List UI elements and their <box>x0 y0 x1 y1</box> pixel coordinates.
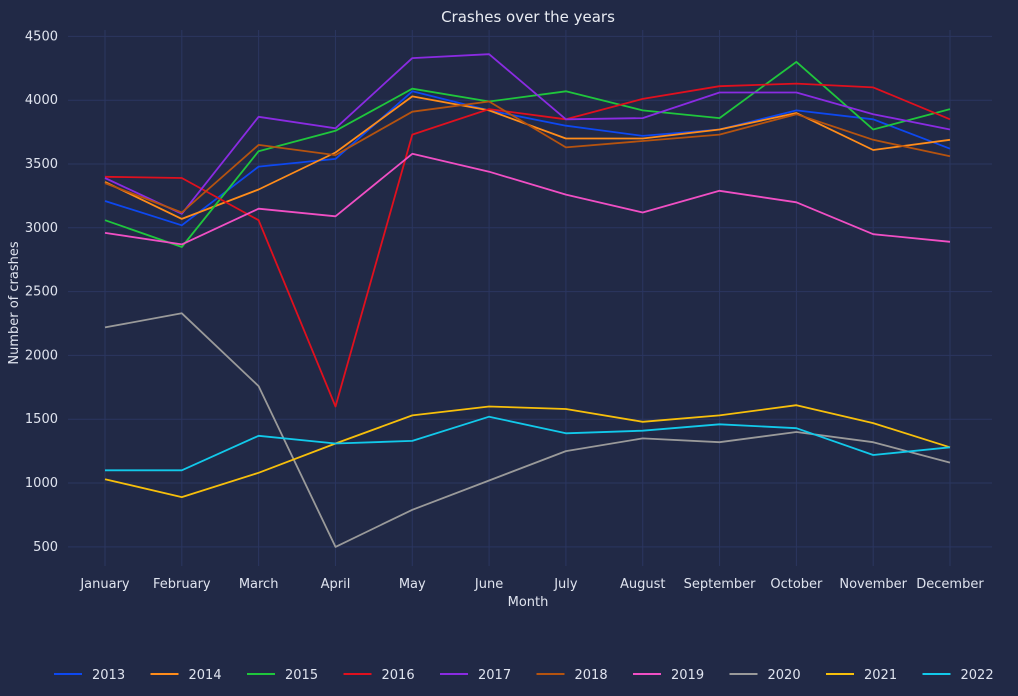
y-tick-label: 2000 <box>25 348 58 363</box>
y-axis-label: Number of crashes <box>7 241 22 364</box>
x-tick-label: August <box>620 577 666 592</box>
legend-label-2019: 2019 <box>671 668 704 683</box>
x-tick-label: April <box>321 577 351 592</box>
legend-label-2013: 2013 <box>92 668 125 683</box>
x-tick-label: September <box>684 577 757 592</box>
y-tick-label: 4000 <box>25 93 58 108</box>
y-tick-label: 2500 <box>25 285 58 300</box>
series-line-2013 <box>104 90 951 227</box>
legend-label-2017: 2017 <box>478 668 511 683</box>
legend-label-2021: 2021 <box>864 668 897 683</box>
legend-label-2018: 2018 <box>575 668 608 683</box>
series-line-2020 <box>104 312 951 548</box>
legend-label-2015: 2015 <box>285 668 318 683</box>
grid-lines <box>68 30 992 566</box>
x-tick-label: June <box>474 577 503 592</box>
y-tick-label: 1500 <box>25 412 58 427</box>
series-line-2015 <box>104 61 951 248</box>
y-tick-label: 3000 <box>25 221 58 236</box>
x-tick-label: January <box>79 577 130 592</box>
legend-label-2022: 2022 <box>961 668 994 683</box>
x-tick-label: March <box>239 577 279 592</box>
legend-label-2014: 2014 <box>189 668 222 683</box>
series-line-2016 <box>104 82 951 408</box>
legend-label-2016: 2016 <box>382 668 415 683</box>
x-tick-label: December <box>916 577 984 592</box>
x-tick-label: May <box>399 577 426 592</box>
y-tick-label: 1000 <box>25 476 58 491</box>
y-tick-label: 3500 <box>25 157 58 172</box>
x-tick-label: October <box>770 577 823 592</box>
y-tick-label: 4500 <box>25 29 58 44</box>
x-tick-label: February <box>153 577 211 592</box>
x-tick-labels: January February March April May June July Augu… <box>79 577 984 592</box>
series-line-2017 <box>104 53 951 215</box>
x-axis-label: Month <box>508 595 549 610</box>
legend-label-2020: 2020 <box>768 668 801 683</box>
chart-title: Crashes over the years <box>441 8 615 26</box>
x-tick-label: July <box>553 577 578 592</box>
series-line-2021 <box>104 404 951 499</box>
x-tick-label: November <box>839 577 907 592</box>
series-line-2022 <box>105 415 951 472</box>
legend: 2013 2014 2015 2016 2017 2018 2019 2020 2021 2022 <box>54 668 994 683</box>
series-lines <box>104 53 951 548</box>
series-line-2018 <box>104 100 951 214</box>
y-tick-label: 500 <box>33 540 58 555</box>
y-tick-labels: 500 1000 1500 2000 2500 3000 3500 4000 4500 <box>25 29 58 554</box>
series-line-2019 <box>104 152 951 246</box>
